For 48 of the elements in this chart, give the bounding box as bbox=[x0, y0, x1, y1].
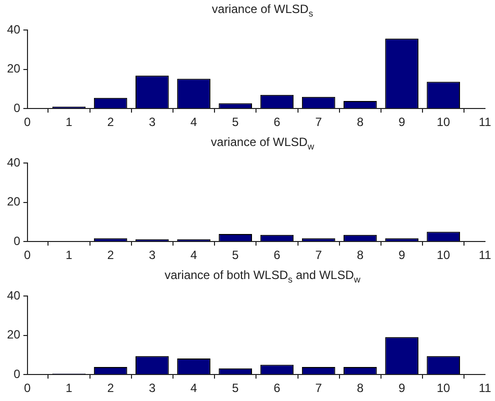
x-tick-label: 4 bbox=[190, 248, 198, 262]
x-tick-label: 7 bbox=[315, 381, 322, 396]
x-tick-label: 1 bbox=[66, 115, 73, 130]
x-tick-label: 7 bbox=[315, 248, 322, 262]
x-tick-label: 10 bbox=[436, 381, 450, 396]
x-tick-label: 6 bbox=[274, 115, 281, 130]
x-tick-label: 7 bbox=[315, 115, 322, 130]
x-tick-label: 3 bbox=[148, 381, 156, 396]
x-tick-label: 9 bbox=[398, 248, 406, 262]
x-tick-label: 5 bbox=[232, 115, 240, 130]
x-tick-label: 0 bbox=[24, 115, 32, 130]
x-tick-label: 5 bbox=[232, 381, 240, 396]
y-tick-label: 20 bbox=[6, 194, 21, 209]
y-tick-label: 20 bbox=[6, 62, 21, 76]
chart-title: variance of both WLSD$_{s}$ and WLSD$_{w}$ bbox=[164, 267, 362, 286]
x-tick-label: 1 bbox=[66, 381, 73, 396]
x-tick-label: 4 bbox=[190, 115, 198, 130]
y-tick-label: 40 bbox=[6, 156, 21, 170]
x-tick-label: 6 bbox=[274, 381, 281, 396]
x-tick-label: 0 bbox=[24, 248, 32, 262]
y-tick-label: 0 bbox=[14, 366, 21, 381]
chart-title: variance of WLSD$_{w}$ bbox=[210, 134, 316, 153]
x-tick-label: 10 bbox=[436, 115, 450, 130]
x-tick-label: 9 bbox=[398, 381, 406, 396]
y-tick-label: 40 bbox=[6, 288, 21, 303]
x-tick-label: 10 bbox=[436, 248, 450, 262]
y-tick-label: 40 bbox=[6, 22, 21, 37]
x-tick-label: 9 bbox=[398, 115, 406, 130]
x-tick-label: 5 bbox=[232, 248, 240, 262]
y-tick-label: 20 bbox=[6, 328, 21, 342]
x-tick-label: 2 bbox=[107, 115, 114, 130]
x-tick-label: 6 bbox=[274, 248, 281, 262]
y-tick-label: 0 bbox=[14, 234, 21, 248]
x-tick-label: 0 bbox=[24, 381, 32, 396]
x-tick-label: 8 bbox=[356, 115, 364, 130]
chart-title: variance of WLSD$_{s}$ bbox=[210, 1, 314, 20]
x-tick-label: 8 bbox=[356, 248, 364, 262]
x-tick-label: 11 bbox=[478, 381, 492, 396]
x-tick-label: 11 bbox=[478, 115, 492, 130]
x-tick-label: 4 bbox=[190, 381, 198, 396]
x-tick-label: 2 bbox=[107, 248, 114, 262]
x-tick-label: 8 bbox=[356, 381, 364, 396]
x-tick-label: 3 bbox=[148, 248, 156, 262]
x-tick-label: 11 bbox=[478, 248, 492, 262]
x-tick-label: 3 bbox=[148, 115, 156, 130]
x-tick-label: 1 bbox=[66, 248, 73, 262]
y-tick-label: 0 bbox=[14, 100, 21, 115]
x-tick-label: 2 bbox=[107, 381, 114, 396]
